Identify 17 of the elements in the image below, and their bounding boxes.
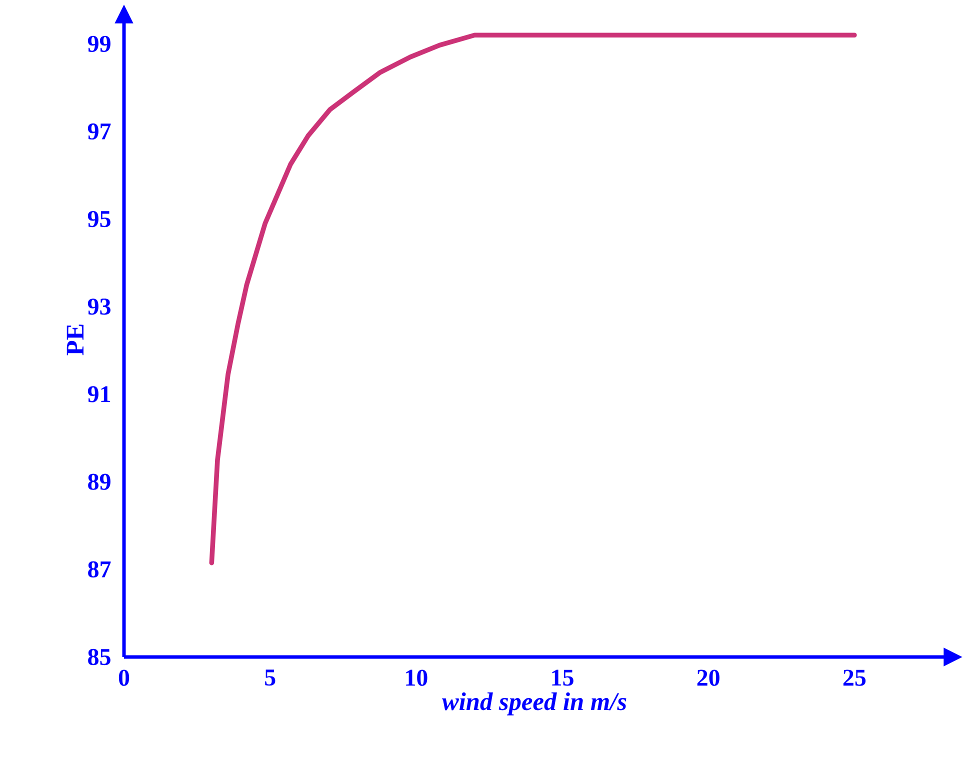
x-tick-label: 0: [118, 670, 130, 686]
y-tick-label: 93: [88, 298, 110, 315]
x-tick-label: 15: [552, 670, 574, 686]
x-tick-label: 20: [697, 670, 720, 686]
y-tick-label: 85: [88, 648, 110, 666]
y-tick-label: 87: [88, 561, 111, 578]
y-tick-label: 97: [88, 123, 111, 140]
y-tick-label: 91: [88, 386, 110, 402]
y-tick-label: 99: [88, 36, 110, 52]
y-axis-title: PE: [66, 324, 84, 356]
x-tick-label: 25: [843, 670, 866, 686]
line-series: [209, 32, 857, 566]
x-tick-label: 10: [406, 670, 428, 686]
x-tick-label: 5: [265, 670, 276, 686]
y-tick-label: 95: [88, 210, 110, 228]
y-tick-label: 89: [88, 474, 110, 490]
x-axis-title: wind speed in m/s: [442, 692, 626, 716]
